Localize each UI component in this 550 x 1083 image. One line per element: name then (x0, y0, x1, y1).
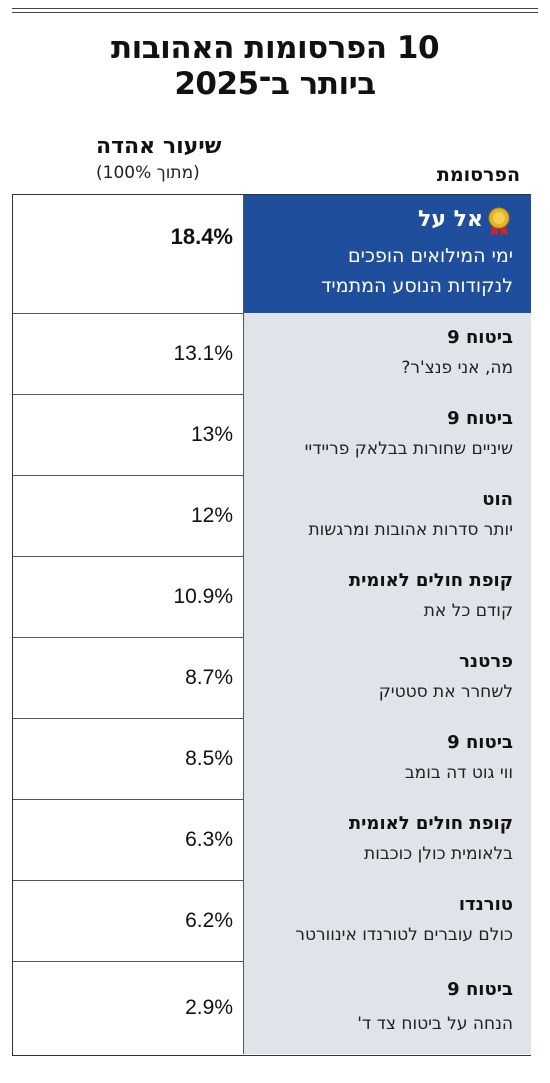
title-line-1: 10 הפרסומות האהובות (110, 30, 440, 66)
campaign-name-line-1: ימי המילואים הופכים (348, 245, 513, 267)
brand-name: ביטוח 9 (447, 979, 513, 1000)
campaign-name: קודם כל את (423, 601, 513, 621)
brand-name: ביטוח 9 (447, 732, 513, 753)
campaign-cell: טורנדו כולם עוברים לטורנדו אינוורטר (244, 880, 531, 961)
metric-header-label: שיעור אהדה (96, 134, 222, 159)
value-cell: 13.1% (13, 313, 244, 394)
campaign-cell: הוט יותר סדרות אהובות ומרגשות (244, 475, 531, 556)
top-rule (12, 8, 538, 9)
table-row: 13.1% ביטוח 9 מה, אני פנצ'ר? (13, 313, 531, 395)
value-cell: 6.3% (13, 799, 244, 880)
campaign-cell: ביטוח 9 הנחה על ביטוח צד ד' (244, 961, 531, 1054)
brand-name: קופת חולים לאומית (348, 570, 513, 591)
campaign-cell: ביטוח 9 שיניים שחורות בבלאק פריידיי (244, 394, 531, 475)
table-row: 18.4% אל על ימי המילואים הופכים לנקודות … (13, 195, 531, 314)
gold-medal-icon (488, 207, 510, 236)
brand-name: הוט (482, 489, 513, 510)
value-text: 8.7% (185, 665, 233, 689)
campaign-name: ווי גוט דה בומב (404, 763, 513, 783)
table-row: 2.9% ביטוח 9 הנחה על ביטוח צד ד' (13, 961, 531, 1054)
value-cell: 18.4% (13, 195, 244, 313)
title-line-2: ביותר ב־2025 (174, 66, 376, 102)
value-cell: 6.2% (13, 880, 244, 961)
metric-header: שיעור אהדה (מתוך 100%) (96, 133, 246, 185)
campaign-cell: קופת חולים לאומית בלאומית כולן כוכבות (244, 799, 531, 880)
campaign-cell: קופת חולים לאומית קודם כל את (244, 556, 531, 637)
campaign-name: יותר סדרות אהובות ומרגשות (308, 520, 514, 540)
value-text: 12% (190, 503, 233, 527)
table-row: 10.9% קופת חולים לאומית קודם כל את (13, 556, 531, 638)
value-text: 2.9% (185, 995, 233, 1019)
campaign-cell: פרטנר לשחרר את סטטיק (244, 637, 531, 718)
campaign-header: הפרסומת (436, 164, 520, 186)
campaign-name: מה, אני פנצ'ר? (401, 358, 513, 378)
campaign-name: הנחה על ביטוח צד ד' (357, 1014, 513, 1034)
table-row: 8.7% פרטנר לשחרר את סטטיק (13, 637, 531, 719)
ranking-table: 18.4% אל על ימי המילואים הופכים לנקודות … (12, 194, 531, 1056)
table-row: 8.5% ביטוח 9 ווי גוט דה בומב (13, 718, 531, 800)
value-text: 13% (190, 422, 233, 446)
value-text: 18.4% (170, 224, 233, 249)
campaign-name: כולם עוברים לטורנדו אינוורטר (295, 925, 513, 945)
value-cell: 8.7% (13, 637, 244, 718)
campaign-cell: ביטוח 9 מה, אני פנצ'ר? (244, 313, 531, 394)
value-text: 6.3% (185, 827, 233, 851)
campaign-name-line-2: לנקודות הנוסע המתמיד (321, 275, 513, 297)
campaign-cell: אל על ימי המילואים הופכים לנקודות הנוסע … (244, 195, 531, 313)
campaign-name: בלאומית כולן כוכבות (364, 844, 513, 864)
value-cell: 8.5% (13, 718, 244, 799)
brand-name: טורנדו (458, 894, 513, 915)
brand-name: ביטוח 9 (447, 327, 513, 348)
value-cell: 12% (13, 475, 244, 556)
value-text: 8.5% (185, 746, 233, 770)
value-text: 6.2% (185, 908, 233, 932)
table-row: 13% ביטוח 9 שיניים שחורות בבלאק פריידיי (13, 394, 531, 476)
table-row: 12% הוט יותר סדרות אהובות ומרגשות (13, 475, 531, 557)
campaign-name: שיניים שחורות בבלאק פריידיי (304, 439, 513, 459)
brand-name: פרטנר (459, 651, 513, 672)
campaign-cell: ביטוח 9 ווי גוט דה בומב (244, 718, 531, 799)
value-cell: 2.9% (13, 961, 244, 1054)
table-row: 6.2% טורנדו כולם עוברים לטורנדו אינוורטר (13, 880, 531, 962)
brand-name: קופת חולים לאומית (348, 813, 513, 834)
top-rule-2 (12, 12, 538, 13)
brand-name: ביטוח 9 (447, 408, 513, 429)
value-cell: 13% (13, 394, 244, 475)
metric-header-sub: (מתוך 100%) (96, 163, 200, 183)
value-text: 10.9% (173, 584, 233, 608)
table-row: 6.3% קופת חולים לאומית בלאומית כולן כוכב… (13, 799, 531, 881)
value-text: 13.1% (173, 341, 233, 365)
value-cell: 10.9% (13, 556, 244, 637)
brand-name: אל על (418, 207, 483, 232)
campaign-name: לשחרר את סטטיק (378, 682, 513, 702)
chart-title: 10 הפרסומות האהובות ביותר ב־2025 (0, 30, 550, 102)
